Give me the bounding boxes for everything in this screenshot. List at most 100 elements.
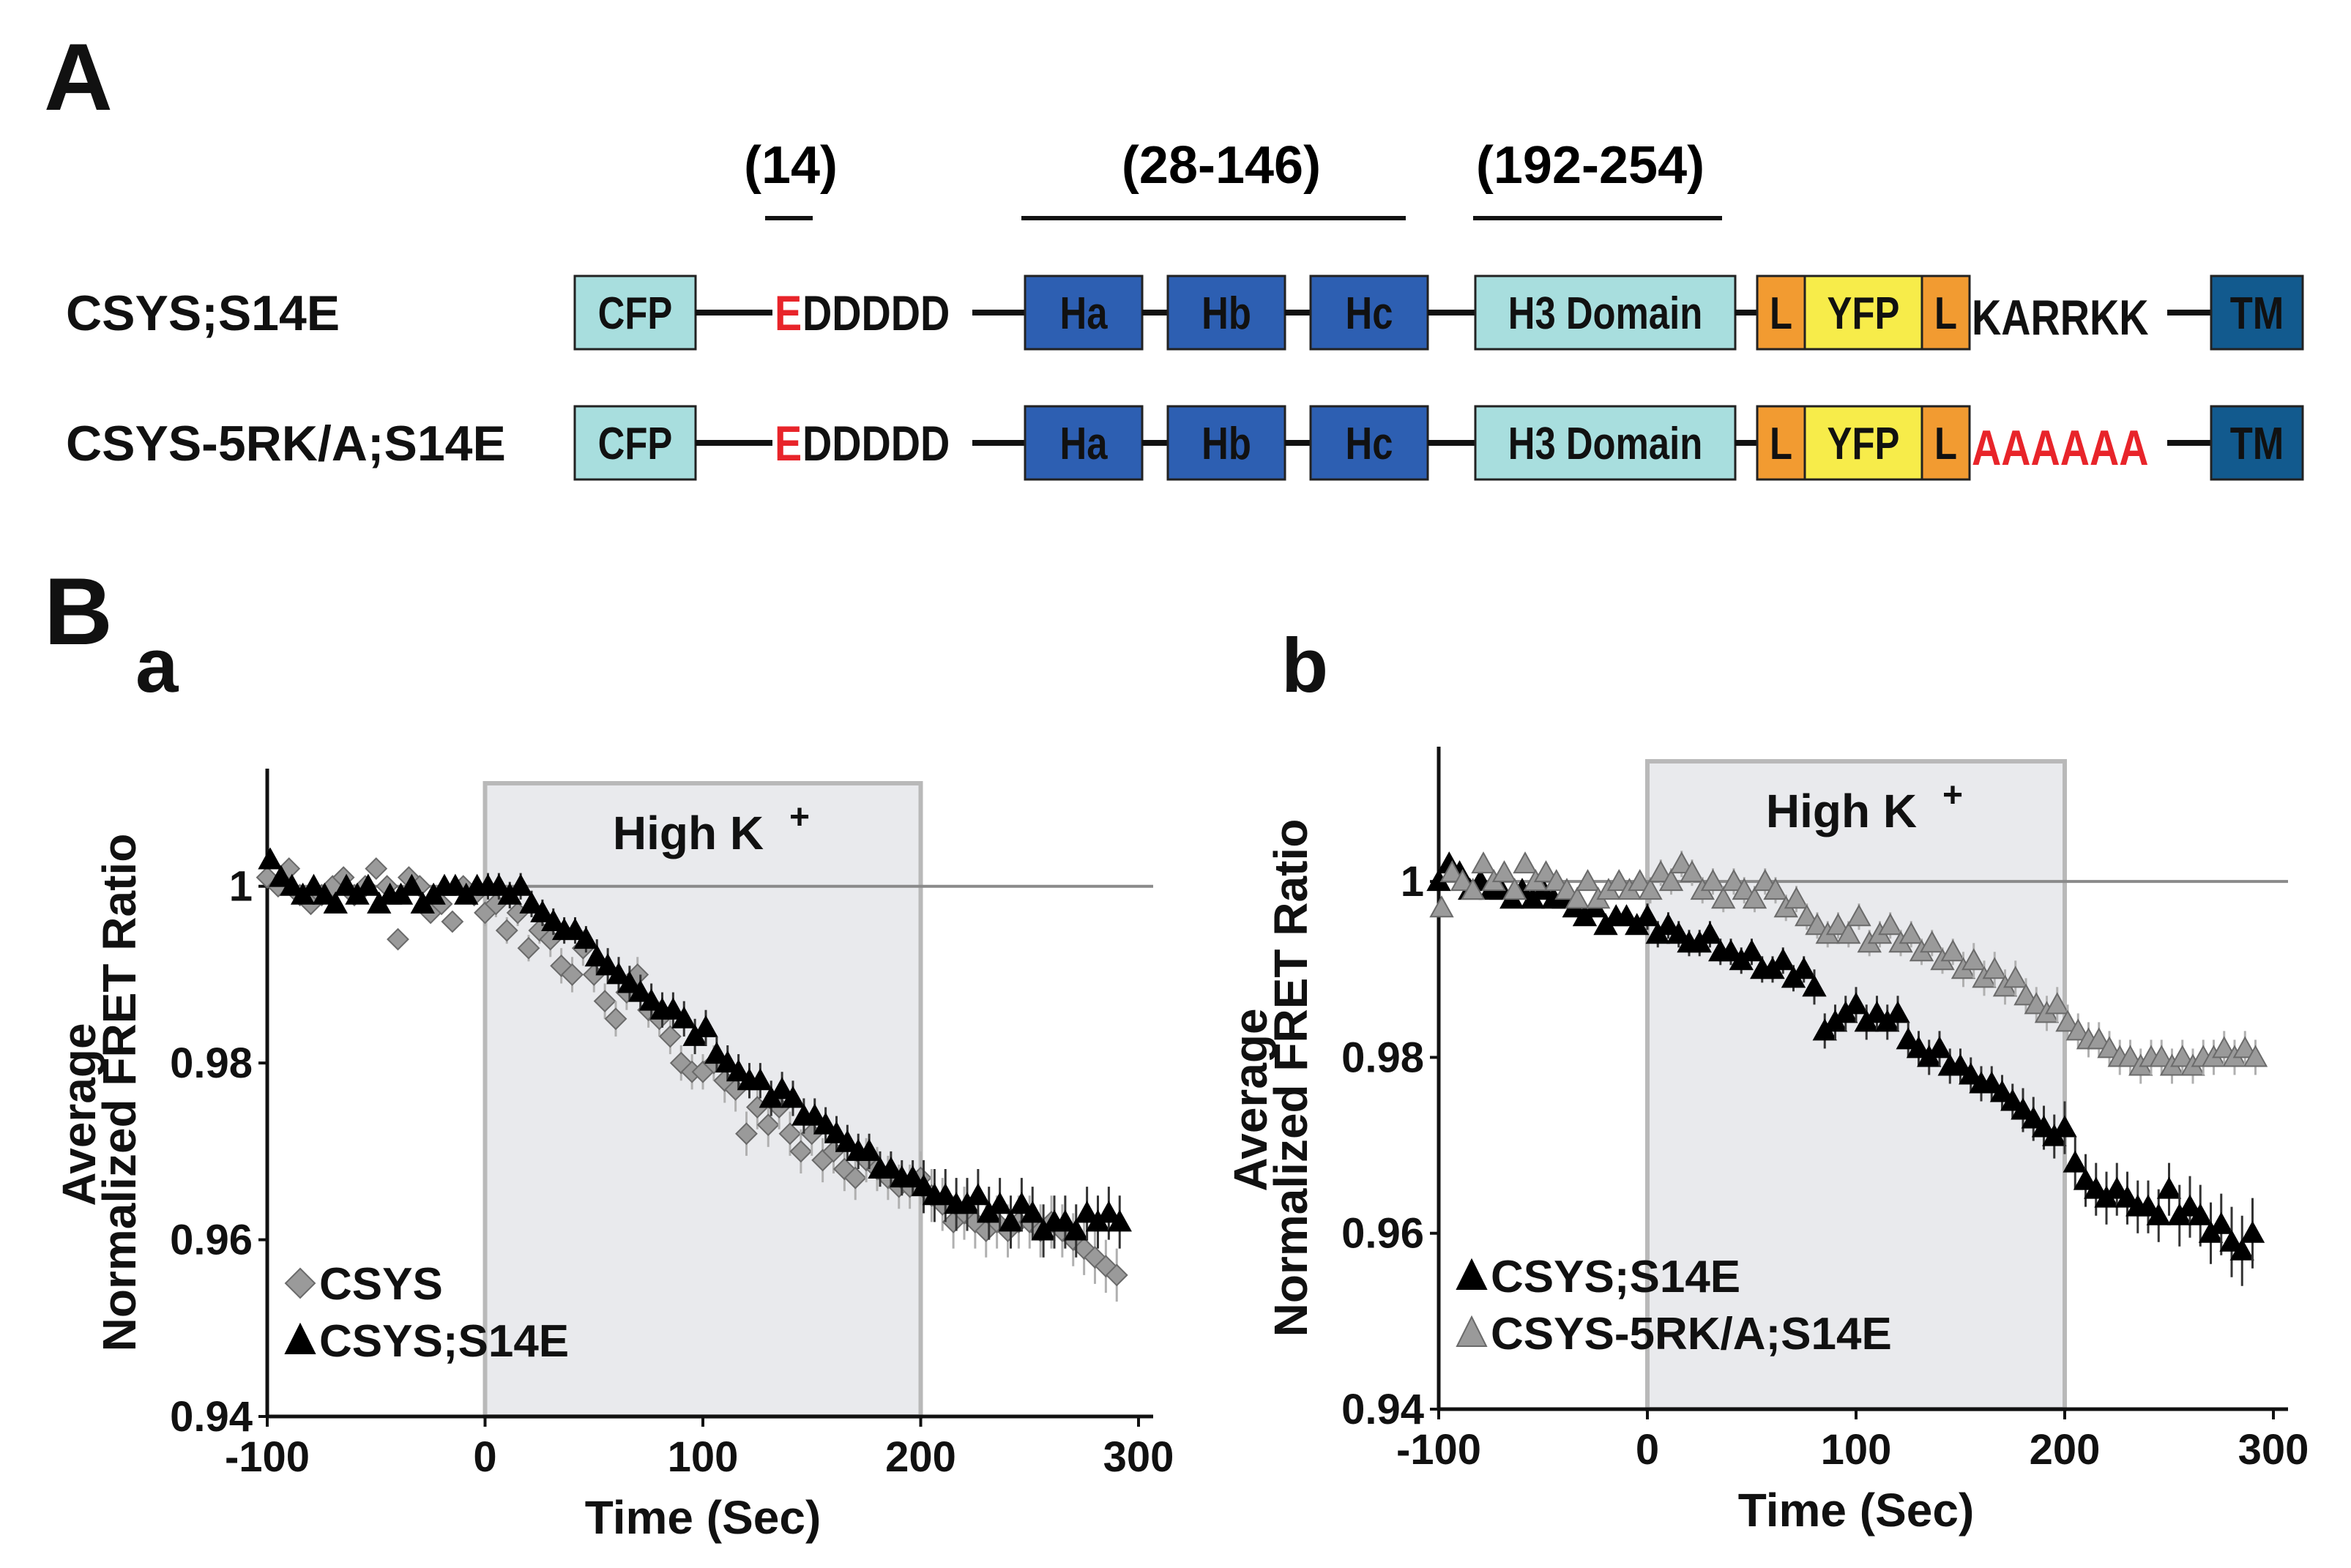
linker-l-box-label: L: [1934, 288, 1957, 339]
data-point: [987, 1192, 1013, 1214]
data-point: [780, 1086, 805, 1108]
data-point: [443, 873, 468, 896]
data-point: [756, 1113, 780, 1137]
data-point: [1792, 957, 1817, 979]
data-point: [1959, 1062, 1983, 1085]
data-point: [2013, 983, 2038, 1006]
data-point: [693, 1015, 718, 1037]
data-point: [530, 900, 555, 922]
data-point: [658, 1025, 682, 1048]
data-point: [441, 910, 464, 933]
data-point: [269, 865, 294, 887]
glu-residue: E: [775, 286, 802, 341]
data-point: [843, 1166, 867, 1190]
data-point: [323, 891, 348, 914]
data-point: [312, 882, 338, 905]
high-k-label: High K: [1766, 785, 1917, 837]
range-label-28-146: (28-146): [1122, 136, 1321, 195]
data-point: [2177, 1194, 2202, 1217]
data-point: [1927, 1036, 1952, 1059]
data-point: [2115, 1185, 2140, 1208]
data-point: [1533, 860, 1559, 883]
data-point: [2209, 1212, 2234, 1234]
data-point: [1836, 922, 1861, 944]
data-point: [280, 873, 305, 896]
data-point: [2232, 1036, 2257, 1059]
high-k-superscript: +: [1942, 776, 1963, 815]
hc-box: [1309, 275, 1429, 351]
data-point: [789, 1140, 813, 1163]
panel-label-b: b: [1281, 623, 1328, 709]
legend-label: CSYS-5RK/A;S14E: [1491, 1309, 1892, 1359]
x-tick-label: 100: [1821, 1426, 1892, 1474]
y-tick-label: 0.96: [170, 1217, 253, 1264]
data-point: [1770, 948, 1795, 971]
linker-l-box-label: L: [1934, 419, 1957, 469]
data-point: [2117, 1045, 2143, 1067]
data-point: [911, 1174, 936, 1197]
data-point: [835, 1130, 860, 1152]
y-axis-title-line1: Average: [1224, 1008, 1277, 1191]
data-point: [1864, 1001, 1890, 1023]
x-tick-label: 0: [1636, 1426, 1659, 1474]
data-point: [1784, 886, 1809, 909]
data-point: [1753, 869, 1778, 892]
x-tick-label: -100: [1396, 1426, 1481, 1474]
data-point: [519, 891, 544, 914]
y-tick-label: 0.94: [170, 1393, 253, 1441]
data-point: [2156, 1176, 2182, 1199]
panel-label-A: A: [44, 23, 113, 130]
data-point: [584, 944, 609, 967]
legend-label: CSYS: [319, 1259, 443, 1310]
y-tick-label: 0.98: [1341, 1034, 1424, 1081]
data-point: [2063, 1150, 2087, 1173]
h3-domain-box: [1474, 405, 1737, 481]
data-point: [1979, 1071, 2004, 1094]
data-point: [1450, 869, 1475, 892]
data-point: [1107, 1209, 1132, 1232]
data-point: [387, 927, 409, 951]
linker-l-box: [1756, 405, 1806, 481]
data-point: [562, 918, 588, 941]
chart-b: High K + -100 0 100 200 300 0.94 0.96 0.98 1 Time (…: [1224, 747, 2309, 1537]
data-point: [1053, 1209, 1078, 1232]
data-point: [2011, 1097, 2035, 1120]
data-point: [1878, 913, 1903, 936]
y-tick-label: 0.94: [1341, 1386, 1424, 1433]
linker-l-box-label: L: [1770, 288, 1792, 339]
ha-box-label: Ha: [1060, 419, 1108, 469]
data-point: [495, 919, 518, 942]
tm-box-label: TM: [2230, 288, 2284, 339]
asp-residues: DDDDD: [802, 286, 950, 341]
data-point: [1763, 878, 1788, 900]
data-point: [1628, 869, 1653, 892]
data-point: [399, 873, 425, 896]
data-point: [1885, 1001, 1910, 1023]
data-point: [1502, 878, 1527, 900]
data-point: [1554, 878, 1579, 900]
cfp-box-label: CFP: [598, 419, 673, 469]
construct-name: CSYS-5RK/A;S14E: [66, 416, 506, 471]
data-point: [517, 936, 540, 960]
data-point: [1948, 1053, 1973, 1076]
data-point: [2052, 1115, 2077, 1138]
data-point: [258, 847, 283, 870]
ha-box-label: Ha: [1060, 288, 1108, 339]
data-point: [2229, 1238, 2254, 1261]
y-axis-title-line1: Average: [53, 1023, 105, 1206]
data-point: [1606, 869, 1631, 892]
data-point: [2240, 1220, 2265, 1243]
panel-label-a: a: [135, 623, 179, 709]
domain-diagram: (14) (28-146) (192-254) CSYS;S14E CFP E DDD…: [66, 136, 2304, 481]
data-point: [1906, 1036, 1931, 1059]
legend-label: CSYS;S14E: [319, 1316, 569, 1367]
data-point: [1940, 939, 1965, 962]
data-point: [879, 1156, 903, 1179]
construct-name: CSYS;S14E: [66, 285, 340, 341]
data-point: [301, 873, 327, 896]
data-point: [1961, 948, 1986, 971]
data-point: [1439, 860, 1464, 883]
data-point: [573, 927, 599, 949]
data-point: [2087, 1027, 2112, 1050]
